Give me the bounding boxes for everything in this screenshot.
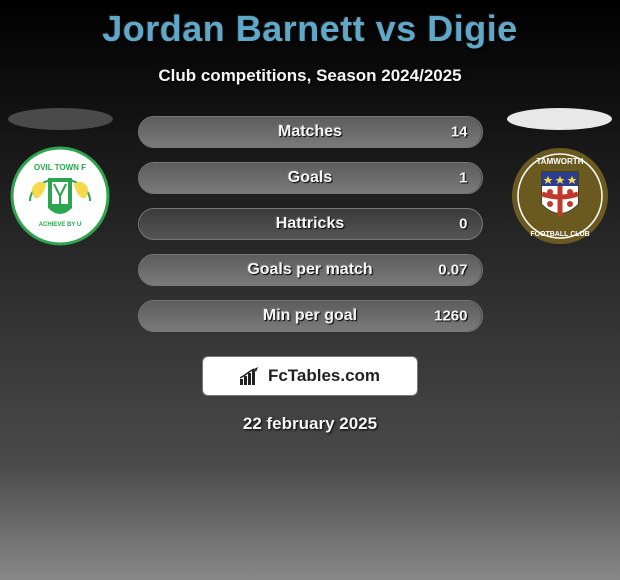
stat-bar-value: 1 [459,170,467,187]
stat-bar-fill [139,209,140,239]
svg-text:OVIL TOWN F: OVIL TOWN F [34,163,86,172]
shadow-ellipse-right [507,108,612,130]
comparison-panel: OVIL TOWN F ACHIEVE BY U TAMWORTH [0,116,620,434]
bar-chart-icon [240,367,262,385]
svg-text:ACHIEVE BY U: ACHIEVE BY U [39,222,82,228]
stat-bar: Matches 14 [138,116,483,148]
stat-bar-label: Hattricks [276,215,344,233]
stat-bar: Min per goal 1260 [138,300,483,332]
stat-bar-value: 0.07 [438,262,467,279]
branding-text: FcTables.com [268,366,380,386]
stat-bar-label: Goals per match [247,261,372,279]
stat-bar: Goals per match 0.07 [138,254,483,286]
stat-bar-value: 14 [451,124,468,141]
shadow-ellipse-left [8,108,113,130]
left-team-crest: OVIL TOWN F ACHIEVE BY U [10,146,110,246]
svg-text:FOOTBALL CLUB: FOOTBALL CLUB [530,231,589,238]
subtitle: Club competitions, Season 2024/2025 [0,66,620,86]
branding-badge: FcTables.com [202,356,418,396]
stat-bar: Hattricks 0 [138,208,483,240]
stat-bar-value: 1260 [434,308,467,325]
stat-bar-label: Matches [278,123,342,141]
stat-bars: Matches 14 Goals 1 Hattricks 0 Goals per match… [138,116,483,332]
svg-text:TAMWORTH: TAMWORTH [537,157,584,166]
stat-bar: Goals 1 [138,162,483,194]
yeovil-crest-icon: OVIL TOWN F ACHIEVE BY U [10,146,110,246]
date-label: 22 february 2025 [0,414,620,434]
page-title: Jordan Barnett vs Digie [0,0,620,50]
stat-bar-value: 0 [459,216,467,233]
stat-bar-label: Goals [288,169,332,187]
tamworth-crest-icon: TAMWORTH FOOTBALL CLUB [510,146,610,246]
stat-bar-label: Min per goal [263,307,357,325]
right-team-crest: TAMWORTH FOOTBALL CLUB [510,146,610,246]
